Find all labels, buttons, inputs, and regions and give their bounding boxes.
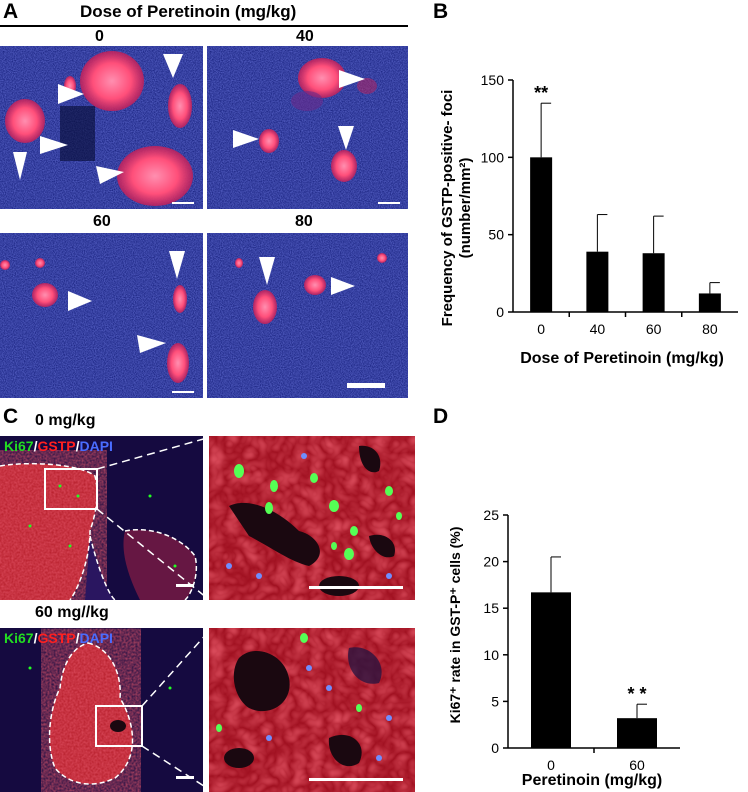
panel-a-header: Dose of Peretinoin (mg/kg) <box>80 2 297 21</box>
chart-b-xtick-label-0: 0 <box>537 321 545 337</box>
stain-sep: / <box>75 438 80 454</box>
stain-ki67-label: Ki67 <box>4 438 34 454</box>
stain-gstp-label: GSTP <box>37 630 76 646</box>
stain-sep: / <box>75 630 80 646</box>
micrograph-dose-0 <box>0 46 203 209</box>
dose-label-0: 0 <box>95 28 104 45</box>
stain-gstp-label: GSTP <box>37 438 76 454</box>
chart-d-bar-0 <box>531 592 571 748</box>
chart-d-ytick-label: 20 <box>483 554 499 570</box>
chart-d-ytick-label: 25 <box>483 507 499 523</box>
micrograph-dose-40 <box>207 46 408 209</box>
panel-c-stain-legend-top: Ki67/GSTP/DAPI <box>4 438 113 454</box>
chart-d-xtick-label-60: 60 <box>629 757 645 773</box>
chart-d-ytick-label: 0 <box>491 740 499 756</box>
stain-sep: / <box>33 438 38 454</box>
panel-c-letter: C <box>3 405 19 428</box>
panel-b-letter: B <box>433 0 449 23</box>
stain-dapi-label: DAPI <box>79 438 113 454</box>
chart-d-significance-60: * * <box>627 684 646 704</box>
micrograph-ki67-0-high <box>209 436 415 600</box>
chart-b-ytick-label: 0 <box>496 304 504 320</box>
chart-b-ylabel-line1: Frequency of GSTP-positive- foci <box>439 90 456 327</box>
chart-b-xtick-label-80: 80 <box>702 321 718 337</box>
stain-dapi-label: DAPI <box>79 630 113 646</box>
chart-b-ytick-label: 50 <box>488 227 504 243</box>
chart-b-ytick-label: 150 <box>481 72 505 88</box>
chart-b: Frequency of GSTP-positive- foci (number… <box>439 72 738 367</box>
chart-b-significance-0: ** <box>534 83 548 103</box>
chart-b-ylabel-line2: (number/mm²) <box>457 158 474 259</box>
chart-b-xtick-label-40: 40 <box>590 321 606 337</box>
dose-label-80: 80 <box>295 213 313 230</box>
dose-label-40: 40 <box>296 28 314 45</box>
zoom-lines-bottom <box>141 629 211 791</box>
panel-a-letter: A <box>3 0 19 23</box>
chart-d-ytick-label: 10 <box>483 647 499 663</box>
chart-d-ylabel: Ki67⁺ rate in GST-P⁺ cells (%) <box>447 527 463 724</box>
dose-label-60: 60 <box>93 213 111 230</box>
chart-b-bar-40 <box>586 251 609 312</box>
chart-d-xlabel: Peretinoin (mg/kg) <box>522 772 662 789</box>
zoom-lines-top <box>96 437 208 599</box>
chart-b-bar-0 <box>530 157 553 312</box>
stain-sep: / <box>33 630 38 646</box>
chart-d-ytick-label: 15 <box>483 600 499 616</box>
micrograph-dose-60 <box>0 233 203 398</box>
chart-b-ytick-label: 100 <box>481 149 505 165</box>
chart-d-ytick-label: 5 <box>491 693 499 709</box>
chart-d-xtick-label-0: 0 <box>547 757 555 773</box>
chart-b-xlabel: Dose of Peretinoin (mg/kg) <box>520 350 724 367</box>
chart-d-bar-60 <box>617 718 657 748</box>
panel-a-header-rule <box>0 25 408 27</box>
micrograph-ki67-60-low <box>0 628 203 792</box>
panel-d-letter: D <box>433 405 449 428</box>
stain-ki67-label: Ki67 <box>4 630 34 646</box>
chart-b-bar-60 <box>642 253 665 312</box>
micrograph-ki67-0-low <box>0 436 203 600</box>
micrograph-dose-80 <box>207 233 408 398</box>
panel-c-label-top: 0 mg/kg <box>35 412 96 429</box>
panel-c-stain-legend-bottom: Ki67/GSTP/DAPI <box>4 630 113 646</box>
panel-c-label-bottom: 60 mg//kg <box>35 604 109 621</box>
micrograph-ki67-60-high <box>209 628 415 792</box>
chart-b-bar-80 <box>698 293 721 312</box>
chart-d: Ki67⁺ rate in GST-P⁺ cells (%) Peretinoi… <box>447 507 680 789</box>
chart-b-xtick-label-60: 60 <box>646 321 662 337</box>
